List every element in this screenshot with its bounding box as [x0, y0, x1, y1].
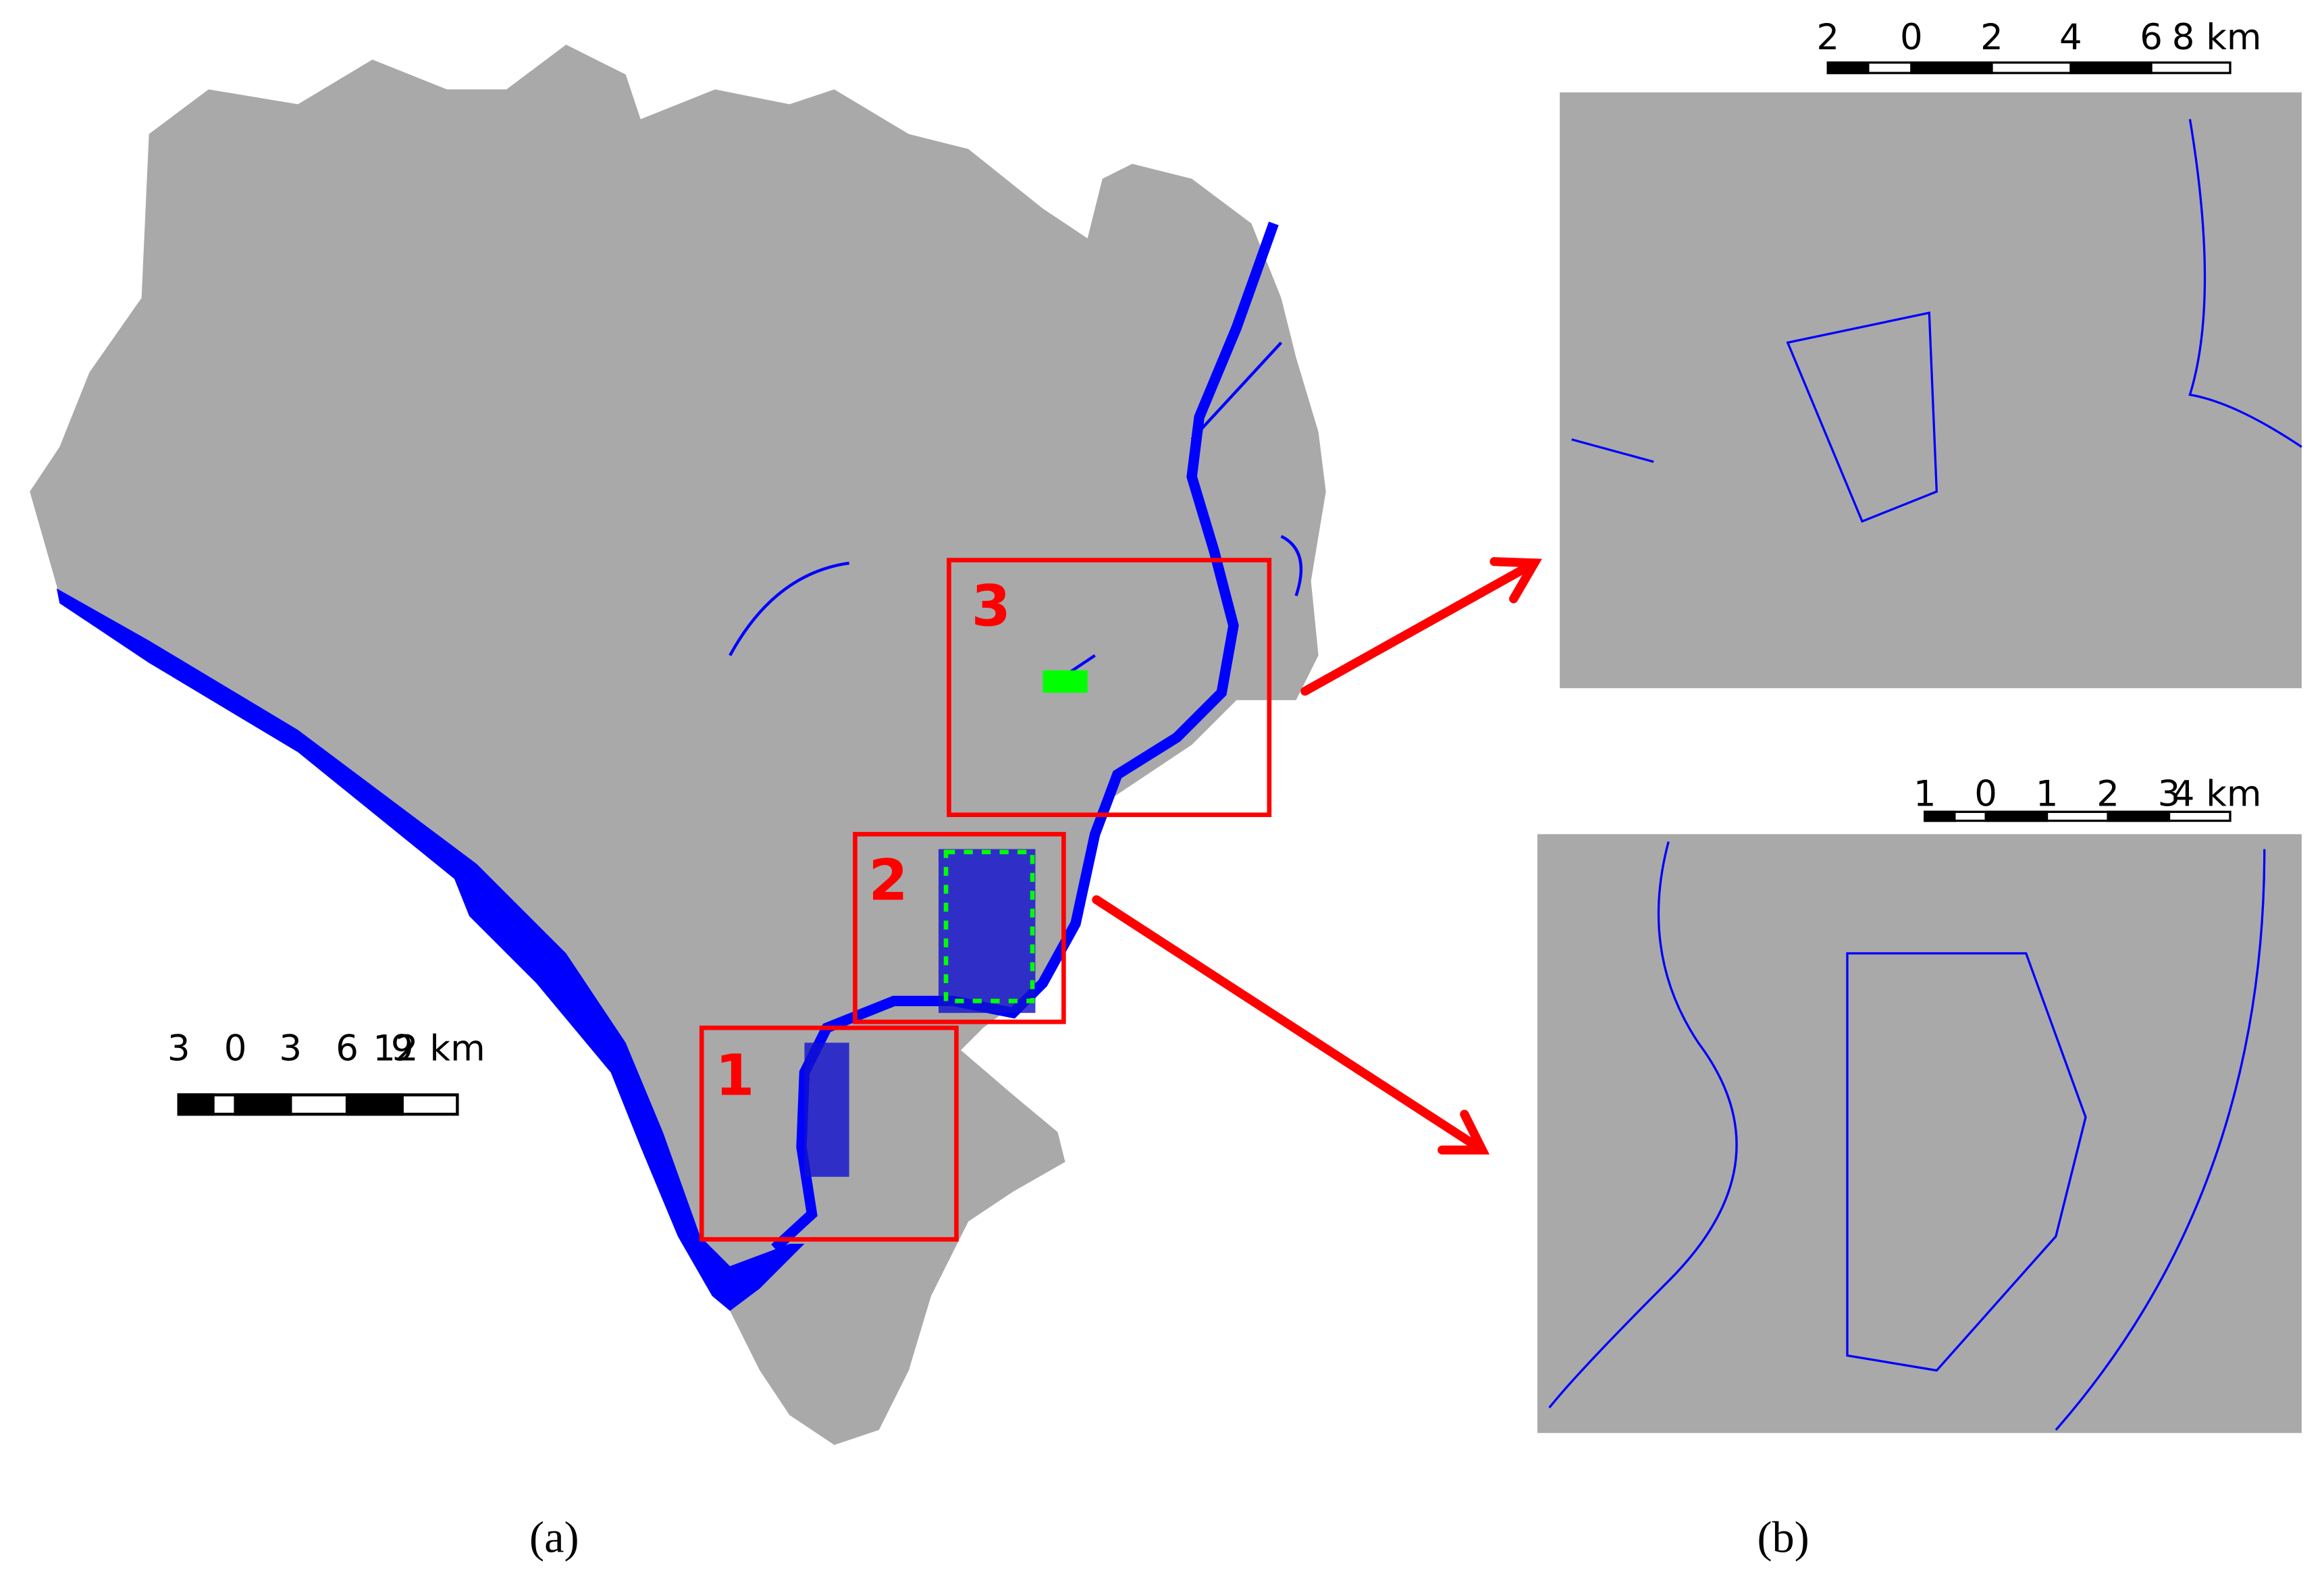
box-2: [853, 832, 1066, 1024]
scale-label: 3: [167, 1028, 190, 1070]
box-label: 3: [972, 573, 1011, 639]
scale-bar-a: [177, 1093, 459, 1116]
arrow-2: [1092, 895, 1490, 1155]
urban-area-2-outline: [943, 849, 1035, 1003]
urban-areas: [804, 670, 1088, 1177]
scale-label: 9: [391, 1028, 414, 1070]
scale-label: 3: [2158, 773, 2181, 814]
scale-label: 0: [1974, 773, 1997, 814]
inset-3-features: [1571, 119, 2302, 523]
box-1: [699, 1025, 959, 1242]
scale-label: 3: [279, 1028, 302, 1070]
scale-label: 1: [2036, 773, 2059, 814]
box-label: 2: [868, 847, 907, 913]
land: [30, 45, 1326, 1445]
urban-area-3: [1042, 670, 1088, 693]
box-label: 1: [715, 1042, 754, 1108]
arrows: [1092, 557, 1542, 1155]
scale-label: 2: [2096, 773, 2119, 814]
zoom-boxes: [699, 558, 1272, 1242]
scale-label: 4: [2059, 17, 2082, 58]
scale-label: 0: [1900, 17, 1923, 58]
scale-label: 2: [1816, 17, 1839, 58]
caption: (b): [1757, 1513, 1809, 1562]
inset-2-features: [1548, 841, 2266, 1431]
scale-bar-b-top: [1826, 61, 2231, 74]
caption: (a): [529, 1513, 579, 1562]
scale-label: 0: [224, 1028, 247, 1070]
scale-bar-b-bottom: [1924, 810, 2231, 822]
inset-3: [1560, 92, 2302, 689]
inset-2: [1537, 834, 2302, 1434]
scale-label: 2: [1980, 17, 2003, 58]
box-3: [947, 558, 1272, 818]
scale-label: 6: [2140, 17, 2163, 58]
arrow-3: [1300, 557, 1542, 696]
scale-label: 12 km: [373, 1028, 485, 1070]
urban-area-1: [804, 1043, 849, 1177]
scale-label: 8 km: [2172, 17, 2262, 58]
scale-label: 4 km: [2172, 773, 2262, 814]
urban-area-2: [939, 849, 1036, 1014]
scale-label: 1: [1913, 773, 1936, 814]
scale-label: 6: [336, 1028, 359, 1070]
